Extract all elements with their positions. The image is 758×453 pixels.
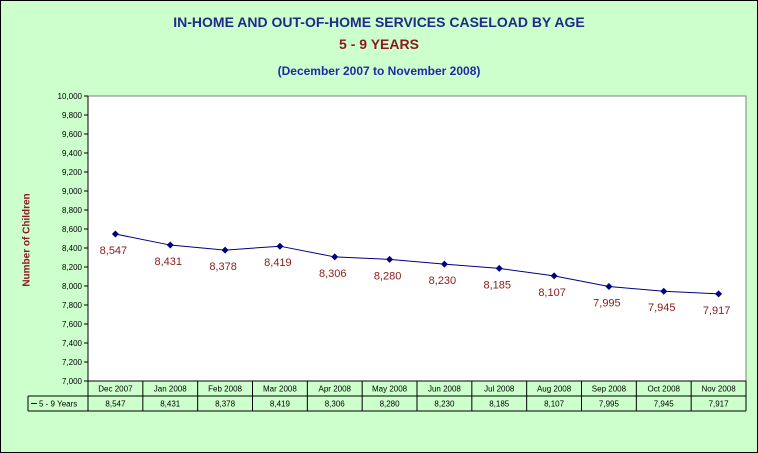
data-label: 8,431: [154, 256, 182, 268]
y-tick-label: 8,400: [62, 244, 83, 253]
y-tick-label: 9,000: [62, 187, 83, 196]
data-label: 8,378: [209, 261, 237, 273]
y-tick-label: 9,400: [62, 149, 83, 158]
x-category-label: Jun 2008: [428, 385, 461, 394]
chart-title: IN-HOME AND OUT-OF-HOME SERVICES CASELOA…: [173, 14, 585, 30]
x-category-label: Mar 2008: [263, 385, 297, 394]
data-point-marker: [386, 255, 394, 263]
table-cell-value: 8,419: [270, 400, 291, 409]
x-category-label: Sep 2008: [592, 385, 627, 394]
data-label: 8,230: [429, 275, 457, 287]
table-cell-value: 8,431: [160, 400, 181, 409]
y-tick-label: 7,600: [62, 320, 83, 329]
table-cell-value: 8,306: [325, 400, 346, 409]
table-cell-value: 8,378: [215, 400, 236, 409]
x-category-label: Feb 2008: [208, 385, 242, 394]
x-category-label: Nov 2008: [701, 385, 736, 394]
data-label: 8,280: [374, 270, 402, 282]
data-point-marker: [166, 241, 174, 249]
data-label: 8,306: [319, 268, 347, 280]
data-point-marker: [331, 253, 339, 261]
x-category-label: Dec 2007: [98, 385, 133, 394]
data-label: 8,547: [100, 245, 128, 257]
table-cell-value: 7,917: [709, 400, 730, 409]
y-tick-label: 7,200: [62, 358, 83, 367]
data-label: 8,419: [264, 257, 292, 269]
data-point-marker: [660, 287, 668, 295]
data-point-marker: [495, 264, 503, 272]
y-tick-label: 9,200: [62, 168, 83, 177]
data-point-marker: [276, 242, 284, 250]
plot-area: [87, 95, 747, 382]
table-series-name: 5 - 9 Years: [39, 400, 77, 409]
y-tick-label: 9,800: [62, 111, 83, 120]
x-category-label: Oct 2008: [648, 385, 681, 394]
data-point-marker: [715, 290, 723, 298]
data-label: 8,107: [538, 287, 566, 299]
x-category-label: Apr 2008: [319, 385, 352, 394]
table-cell-value: 7,995: [599, 400, 620, 409]
chart-date-range: (December 2007 to November 2008): [277, 64, 481, 78]
table-cell-value: 8,230: [434, 400, 455, 409]
chart-subtitle: 5 - 9 YEARS: [339, 36, 419, 52]
table-cell-value: 8,547: [105, 400, 126, 409]
series-line: [115, 233, 719, 295]
y-tick-label: 7,400: [62, 339, 83, 348]
data-label: 7,945: [648, 302, 676, 314]
data-point-marker: [550, 272, 558, 280]
y-tick-label: 8,200: [62, 263, 83, 272]
x-category-label: Jul 2008: [484, 385, 515, 394]
table-cell-value: 8,280: [380, 400, 401, 409]
data-label: 7,995: [593, 297, 621, 309]
y-tick-label: 7,000: [62, 377, 83, 386]
y-tick-label: 8,600: [62, 225, 83, 234]
data-label: 7,917: [703, 305, 731, 317]
data-point-marker: [440, 260, 448, 268]
data-point-marker: [221, 246, 229, 254]
y-tick-label: 8,800: [62, 206, 83, 215]
y-tick-label: 8,000: [62, 282, 83, 291]
data-point-marker: [111, 230, 119, 238]
y-tick-label: 10,000: [58, 92, 83, 101]
x-category-label: Jan 2008: [154, 385, 187, 394]
y-tick-label: 9,600: [62, 130, 83, 139]
data-label: 8,185: [483, 279, 511, 291]
data-point-marker: [605, 282, 613, 290]
x-category-label: May 2008: [372, 385, 408, 394]
y-tick-label: 7,800: [62, 301, 83, 310]
table-cell-value: 8,107: [544, 400, 565, 409]
x-category-label: Aug 2008: [537, 385, 572, 394]
table-cell-value: 8,185: [489, 400, 510, 409]
table-cell-value: 7,945: [654, 400, 675, 409]
